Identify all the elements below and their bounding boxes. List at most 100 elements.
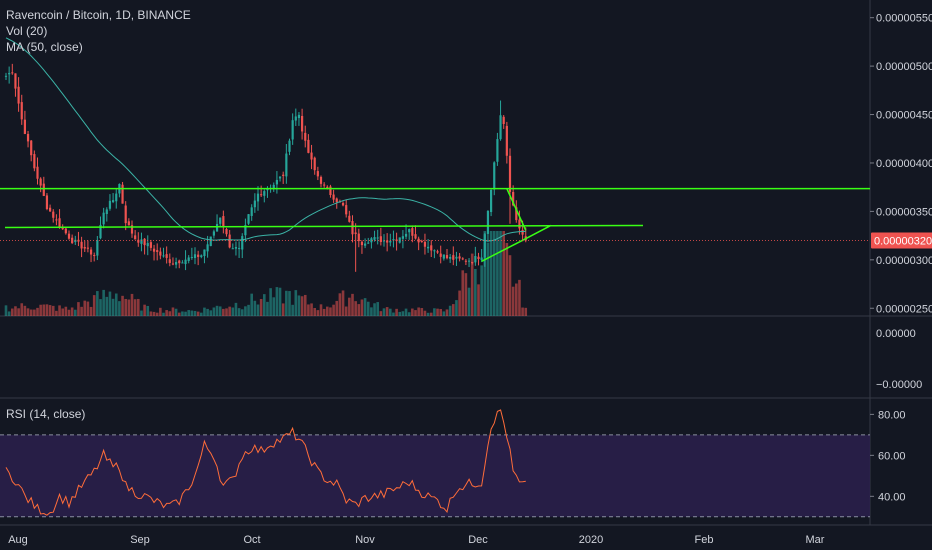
symbol-title[interactable]: Ravencoin / Bitcoin, 1D, BINANCE [6,8,191,22]
oscillator-tick-label: 0.00000 [876,328,916,340]
candle [304,125,307,148]
volume-bar [414,310,417,316]
candle [115,189,118,209]
candle-body [115,193,118,202]
volume-bar [89,306,93,316]
candle [36,157,39,185]
candle [140,232,143,252]
volume-bar [354,301,357,316]
volume-bar [360,299,364,316]
volume-bar [146,305,150,316]
candle-body [455,256,458,259]
volume-bar [187,310,190,316]
candle [253,193,256,213]
candle [496,132,499,166]
volume-bar [105,296,109,316]
vol-indicator-label[interactable]: Vol (20) [6,24,48,38]
volume-bar [426,312,430,316]
volume-bar [83,300,87,316]
candle [156,243,159,261]
price-pane[interactable] [4,63,527,272]
rsi-indicator-label[interactable]: RSI (14, close) [6,407,86,421]
ma-indicator-label[interactable]: MA (50, close) [6,40,83,54]
candle-body [278,176,282,179]
candle-body [190,257,193,259]
candle [168,253,171,267]
volume-bar [379,311,383,316]
volume-bar [143,304,146,316]
candle-body [326,186,329,189]
candle-body [272,184,275,189]
candle [316,166,319,181]
volume-bar [483,231,487,316]
candle-body [310,152,313,160]
candle [417,236,420,251]
volume-bar [439,309,442,316]
volume-bar [253,300,257,316]
volume-bar [505,243,509,316]
candle [197,250,200,266]
candle [433,249,436,259]
time-tick-label: Dec [468,534,488,546]
volume-bar [121,295,124,316]
volume-bar [263,294,266,316]
candle-body [329,186,332,196]
candle-body [332,194,335,200]
price-tick-label: 0.00000400 [876,158,932,170]
candle-body [184,259,187,265]
candle-body [354,232,357,235]
volume-bar [7,311,11,316]
volume-bar [464,273,468,316]
candle [71,234,74,245]
volume-bar [363,298,367,316]
volume-bar [486,242,490,316]
volume-bar [206,308,209,316]
candle-body [417,238,420,243]
candle [149,239,152,251]
candle [33,150,36,172]
volume-bar [102,289,105,316]
volume-bar [203,307,206,316]
candle-body [458,256,461,259]
volume-bar [329,307,332,316]
candle-body [86,247,89,249]
volume-bar [51,305,55,316]
candle-body [143,238,146,246]
candle-body [14,73,17,89]
candle [278,176,282,182]
candle-body [392,239,395,241]
candle-body [370,238,373,243]
candle [8,66,11,84]
volume-bar [477,284,480,316]
candle-body [234,246,238,249]
candle [345,199,348,218]
volume-bar [385,307,389,316]
candle [458,252,461,262]
candle [159,247,162,260]
volume-bar [420,308,424,316]
candle [212,229,215,239]
candle [493,161,496,196]
candle-body [367,242,370,244]
volume-bar [467,287,471,316]
candle [395,232,398,251]
volume-bar [124,298,127,316]
candle-body [11,72,14,74]
candle [386,233,389,252]
candle-body [515,207,518,221]
rsi-pane[interactable] [0,409,870,518]
candle-body [64,228,67,234]
candle-body [26,133,30,142]
candle-body [228,234,231,248]
volume-bar [171,307,175,316]
candle-body [23,119,26,134]
volume-bar [521,307,524,316]
candle [263,189,266,203]
candle-body [212,231,215,236]
volume-bar [99,299,102,316]
volume-bar [168,311,172,316]
volume-bar [17,308,20,316]
candle-body [200,255,203,257]
candle [291,113,294,145]
